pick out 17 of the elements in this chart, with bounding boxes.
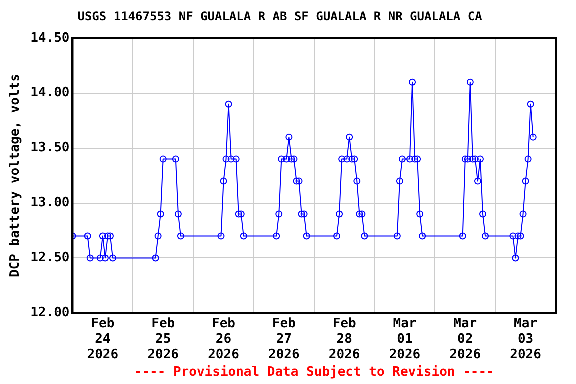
x-tick-label: Mar 01 2026 <box>389 316 421 363</box>
y-tick-label: 13.50 <box>30 140 70 156</box>
x-tick-label: Feb 25 2026 <box>148 316 180 363</box>
y-tick-label: 12.00 <box>30 306 70 321</box>
x-tick-label: Feb 26 2026 <box>208 316 240 363</box>
x-tick-label: Feb 24 2026 <box>87 316 119 363</box>
text: ---- Provisional Data Subject to Revision ---- <box>134 365 494 380</box>
y-axis-title: DCP battery voltage, volts <box>8 74 24 278</box>
y-tick-label: 14.50 <box>30 30 70 46</box>
chart-title: USGS 11467553 NF GUALALA R AB SF GUALALA R NR GUALALA CA <box>78 9 484 24</box>
y-tick-label: 12.50 <box>30 250 70 266</box>
x-tick-label: Mar 02 2026 <box>450 316 482 363</box>
y-tick-label: 13.00 <box>30 196 70 211</box>
x-tick-label: Feb 28 2026 <box>328 316 360 363</box>
x-tick-label: Feb 27 2026 <box>268 316 300 363</box>
x-tick-label: Mar 03 2026 <box>510 316 542 363</box>
y-tick-label: 14.00 <box>30 86 70 101</box>
